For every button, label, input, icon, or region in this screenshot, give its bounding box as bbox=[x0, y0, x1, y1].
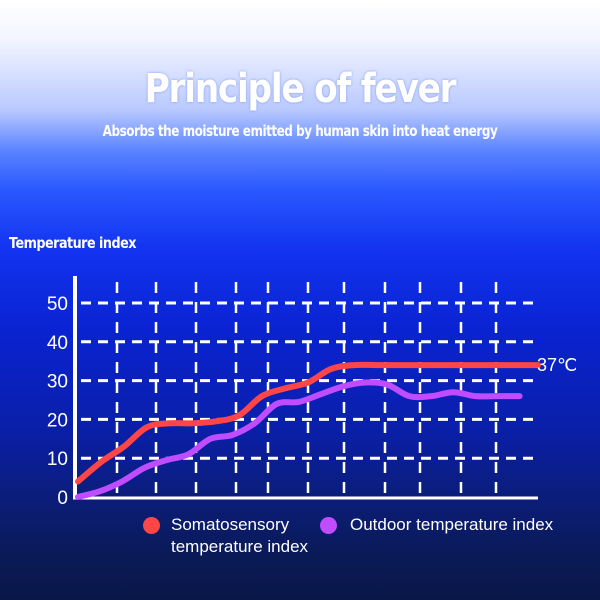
page-subtitle: Absorbs the moisture emitted by human sk… bbox=[102, 122, 498, 140]
legend-item-outdoor: Outdoor temperature index bbox=[320, 514, 553, 536]
grid-lines bbox=[75, 282, 538, 497]
series-outdoor-line bbox=[75, 379, 523, 500]
y-axis-label: Temperature index bbox=[9, 234, 136, 252]
legend-dot-red bbox=[143, 517, 160, 534]
y-tick-label: 10 bbox=[47, 449, 68, 470]
series-lines bbox=[75, 361, 541, 500]
legend-label-somatosensory: Somatosensory temperature index bbox=[143, 514, 308, 558]
legend-label-line1: Somatosensory bbox=[171, 515, 290, 534]
legend-label-line2: temperature index bbox=[171, 537, 309, 556]
y-tick-label: 30 bbox=[47, 372, 68, 393]
y-tick-label: 20 bbox=[47, 410, 68, 431]
axes bbox=[73, 276, 538, 500]
y-tick-label: 50 bbox=[47, 294, 68, 315]
y-tick-label: 0 bbox=[57, 488, 68, 509]
series-somatosensory-line bbox=[75, 361, 541, 485]
legend-item-somatosensory: Somatosensory temperature index bbox=[143, 514, 308, 558]
y-tick-labels: 0 10 20 30 40 50 bbox=[47, 294, 68, 509]
y-tick-label: 40 bbox=[47, 333, 68, 354]
legend-dot-purple bbox=[320, 517, 337, 534]
end-annotation: 37℃ bbox=[537, 355, 577, 375]
page-title: Principle of fever bbox=[144, 66, 457, 112]
legend-label-outdoor: Outdoor temperature index bbox=[350, 515, 554, 534]
